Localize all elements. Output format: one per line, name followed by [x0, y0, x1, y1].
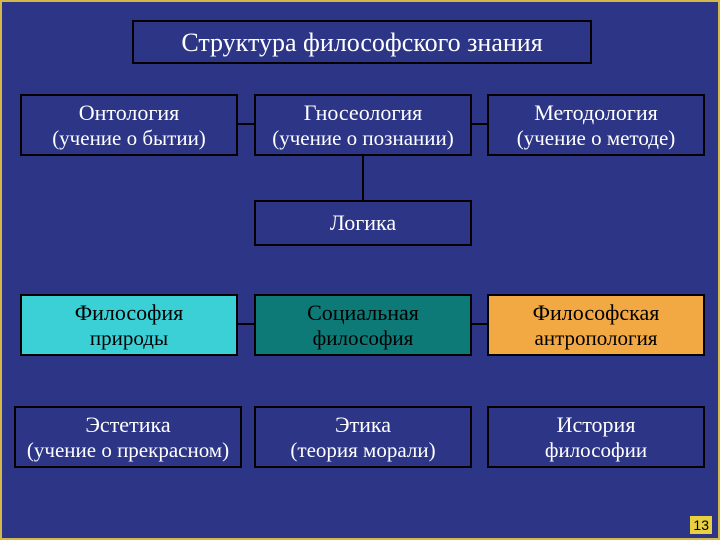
node-gnoseology-line1: Гносеология	[304, 100, 423, 125]
node-social: Социальнаяфилософия	[254, 294, 472, 356]
node-history-line2: философии	[545, 438, 647, 462]
node-logic: Логика	[254, 200, 472, 246]
node-history: Историяфилософии	[487, 406, 705, 468]
node-social-line2: философия	[313, 326, 414, 350]
node-nature-line1: Философия	[75, 300, 184, 325]
node-aesthetics-line1: Эстетика	[85, 412, 170, 437]
node-ethics-line1: Этика	[335, 412, 391, 437]
title-text: Структура философского знания	[181, 28, 542, 57]
connector-2	[362, 156, 364, 200]
node-methodology-line1: Методология	[534, 100, 658, 125]
connector-3	[238, 323, 254, 325]
node-aesthetics: Эстетика(учение о прекрасном)	[14, 406, 242, 468]
node-anthropology: Философскаяантропология	[487, 294, 705, 356]
page-number: 13	[690, 516, 712, 534]
node-anthropology-line2: антропология	[535, 326, 658, 350]
node-gnoseology-line2: (учение о познании)	[272, 126, 453, 150]
node-anthropology-line1: Философская	[533, 300, 660, 325]
node-aesthetics-line2: (учение о прекрасном)	[27, 438, 229, 462]
page-number-value: 13	[693, 517, 709, 533]
node-ethics: Этика(теория морали)	[254, 406, 472, 468]
node-ontology: Онтология(учение о бытии)	[20, 94, 238, 156]
node-nature-line2: природы	[90, 326, 168, 350]
node-ethics-line2: (теория морали)	[290, 438, 435, 462]
node-history-line1: История	[557, 412, 636, 437]
diagram-title: Структура философского знания	[132, 20, 592, 64]
node-nature: Философияприроды	[20, 294, 238, 356]
connector-4	[472, 323, 487, 325]
node-social-line1: Социальная	[307, 300, 419, 325]
node-gnoseology: Гносеология(учение о познании)	[254, 94, 472, 156]
node-ontology-line2: (учение о бытии)	[52, 126, 206, 150]
connector-0	[238, 123, 254, 125]
node-logic-line1: Логика	[330, 210, 396, 235]
node-ontology-line1: Онтология	[79, 100, 180, 125]
node-methodology-line2: (учение о методе)	[517, 126, 676, 150]
node-methodology: Методология(учение о методе)	[487, 94, 705, 156]
connector-1	[472, 123, 487, 125]
